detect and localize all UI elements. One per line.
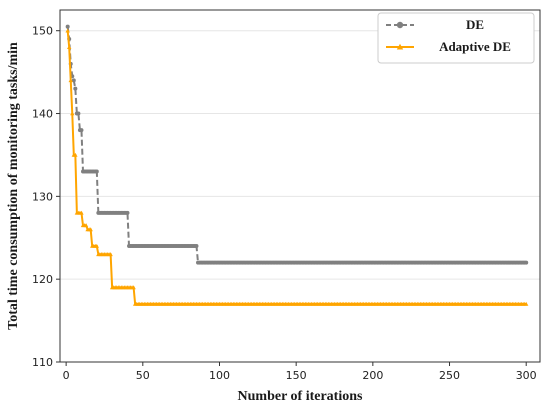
data-point (68, 78, 73, 83)
legend-label: DE (466, 17, 484, 32)
data-point (73, 86, 78, 91)
x-tick-label: 250 (439, 369, 460, 382)
series-de (65, 24, 529, 265)
data-point (67, 45, 72, 50)
y-tick-label: 130 (32, 190, 53, 203)
series-layer (65, 24, 529, 306)
legend-box (377, 12, 535, 64)
data-point (125, 210, 130, 215)
legend-swatch-marker (396, 43, 404, 50)
data-point (70, 111, 75, 116)
series-adaptive-de (65, 28, 529, 306)
legend-entry: DE (386, 17, 484, 32)
data-point (524, 260, 529, 265)
y-tick-label: 150 (32, 25, 53, 38)
data-point (73, 152, 78, 157)
data-point (523, 301, 529, 306)
data-point (94, 243, 100, 248)
legend: DE Adaptive DE (377, 12, 535, 64)
data-point (79, 128, 84, 133)
x-tick-label: 300 (516, 369, 537, 382)
data-point (194, 244, 199, 249)
x-axis-label: Number of iterations (238, 389, 363, 404)
legend-label: Adaptive DE (439, 39, 511, 54)
data-point (108, 252, 113, 257)
data-point (131, 285, 136, 290)
data-point (79, 210, 84, 215)
y-tick-label: 110 (32, 356, 53, 369)
data-point (94, 169, 99, 174)
y-tick-label: 120 (32, 273, 53, 286)
legend-swatch-marker (396, 21, 404, 29)
data-point (65, 28, 70, 33)
x-tick-label: 100 (209, 369, 230, 382)
plot-frame (59, 9, 541, 363)
data-point (83, 223, 89, 228)
x-tick-label: 0 (63, 369, 70, 382)
data-point (65, 24, 70, 29)
x-tick-label: 150 (286, 369, 307, 382)
axis-ticks: 110 120 130 140 150 0 50 100 150 200 250 300 (32, 25, 537, 382)
x-tick-label: 50 (136, 369, 150, 382)
gridlines (60, 30, 540, 363)
x-tick-label: 200 (362, 369, 383, 382)
legend-entry: Adaptive DE (386, 39, 511, 54)
y-tick-label: 140 (32, 108, 53, 121)
data-point (76, 111, 81, 116)
y-axis-label: Total time consumption of monitoring tas… (6, 42, 21, 330)
data-point (71, 78, 76, 83)
series-line (66, 26, 527, 264)
data-point (88, 227, 93, 232)
